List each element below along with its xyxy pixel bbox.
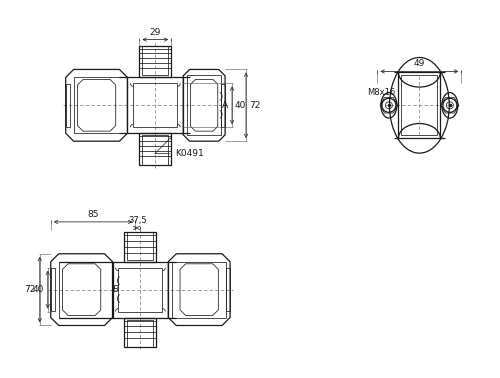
Bar (140, 45, 172, 77)
Bar (66, 84, 70, 127)
Bar (226, 268, 230, 311)
Bar (142, 45, 169, 76)
Bar (112, 262, 168, 318)
Text: M8x16: M8x16 (368, 88, 396, 105)
Bar (74, 77, 128, 133)
Bar (187, 76, 221, 135)
Text: 72: 72 (24, 285, 36, 294)
Text: A: A (222, 101, 228, 110)
Bar (128, 319, 154, 347)
Text: B: B (112, 285, 118, 294)
Bar (140, 133, 172, 165)
Text: 85: 85 (88, 210, 99, 219)
Bar (128, 77, 183, 133)
Text: 72: 72 (249, 101, 260, 110)
Bar (58, 262, 112, 318)
Text: 29: 29 (150, 28, 161, 37)
Text: 40: 40 (32, 285, 44, 294)
Text: 37,5: 37,5 (128, 216, 147, 225)
Text: K0491: K0491 (155, 137, 204, 158)
Bar (50, 268, 54, 311)
Bar (124, 232, 156, 262)
Bar (398, 73, 440, 138)
Text: 40: 40 (235, 101, 246, 110)
Bar (118, 268, 162, 311)
Bar (402, 76, 438, 135)
Bar (124, 318, 156, 347)
Bar (221, 84, 225, 127)
Text: 49: 49 (414, 59, 425, 68)
Bar (134, 84, 178, 127)
Bar (172, 262, 226, 318)
Bar (128, 232, 154, 260)
Bar (142, 135, 169, 165)
